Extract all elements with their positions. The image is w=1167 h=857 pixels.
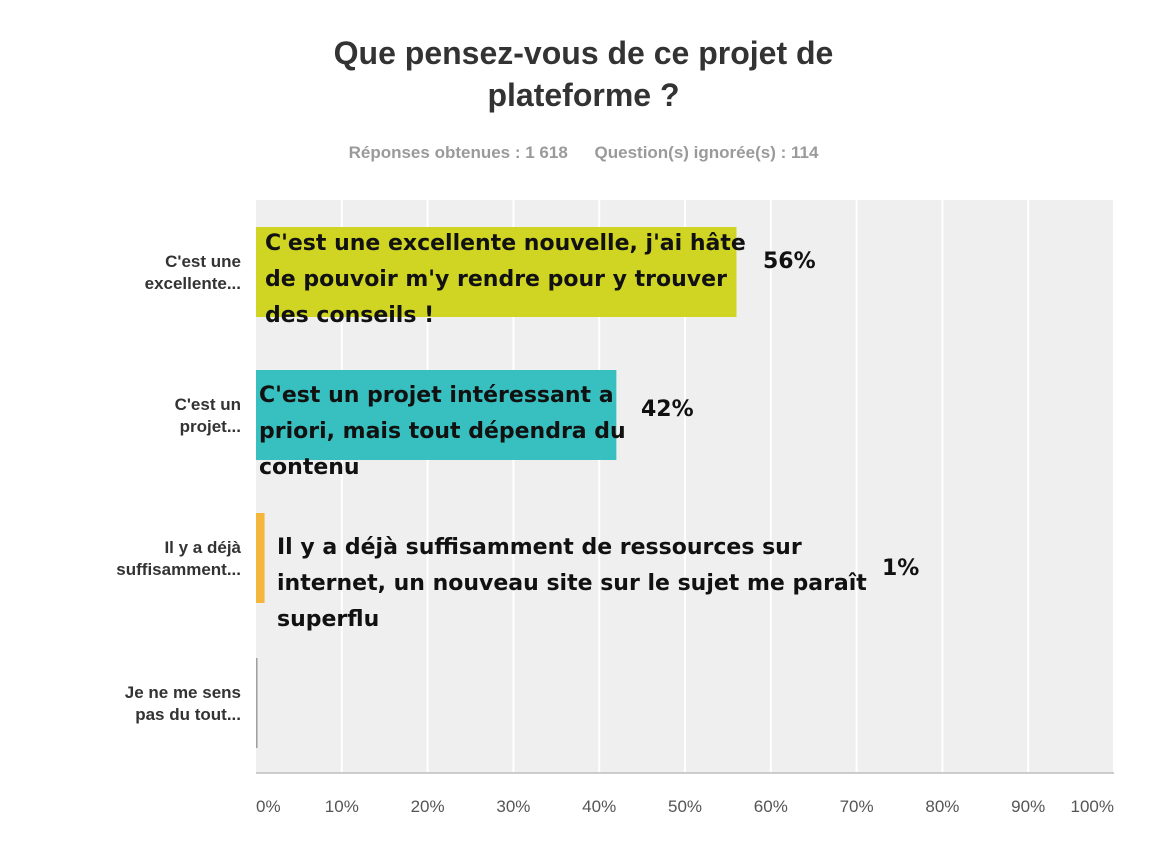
- value-label-3: 1%: [882, 556, 919, 581]
- bar-annotation-3-line-3: superflu: [277, 607, 379, 632]
- bar-annotation-2-line-3: contenu: [259, 455, 360, 480]
- bar-annotation-1-line-2: de pouvoir m'y rendre pour y trouver: [265, 267, 727, 292]
- category-label-3-line-1: Il y a déjà: [164, 538, 241, 557]
- bar-2: [256, 370, 617, 460]
- x-tick-label-20: 20%: [411, 797, 445, 816]
- bar-annotation-2-line-1: C'est un projet intéressant a: [259, 383, 614, 408]
- x-tick-label-100: 100%: [1071, 797, 1114, 816]
- responses-count: Réponses obtenues : 1 618: [348, 143, 568, 162]
- x-tick-label-40: 40%: [582, 797, 616, 816]
- category-label-4-line-2: pas du tout...: [135, 705, 241, 724]
- bar-4: [256, 658, 258, 748]
- x-tick-label-90: 90%: [1011, 797, 1045, 816]
- category-label-1-line-1: C'est une: [165, 252, 241, 271]
- bar-annotation-3-line-1: Il y a déjà suffisamment de ressources s…: [277, 535, 802, 560]
- bar-3: [256, 513, 265, 603]
- x-tick-label-0: 0%: [256, 797, 281, 816]
- x-tick-label-10: 10%: [325, 797, 359, 816]
- category-label-1-line-2: excellente...: [145, 274, 241, 293]
- category-label-2-line-1: C'est un: [175, 395, 241, 414]
- x-tick-label-70: 70%: [840, 797, 874, 816]
- response-stats: Réponses obtenues : 1 618 Question(s) ig…: [0, 143, 1167, 163]
- category-label-3-line-2: suffisamment...: [116, 560, 241, 579]
- skipped-count: Question(s) ignorée(s) : 114: [594, 143, 819, 162]
- chart-title-line-1: Que pensez-vous de ce projet de: [333, 35, 834, 71]
- category-label-2-line-2: projet...: [180, 417, 241, 436]
- bar-annotation-3-line-2: internet, un nouveau site sur le sujet m…: [277, 571, 867, 596]
- chart-title: Que pensez-vous de ce projet de platefor…: [0, 32, 1167, 116]
- category-label-4-line-1: Je ne me sens: [125, 683, 241, 702]
- bar-1: [256, 227, 737, 317]
- x-tick-label-80: 80%: [925, 797, 959, 816]
- x-tick-label-30: 30%: [496, 797, 530, 816]
- chart-title-line-2: plateforme ?: [487, 77, 680, 113]
- value-label-2: 42%: [641, 397, 694, 422]
- x-tick-label-60: 60%: [754, 797, 788, 816]
- bar-annotation-1-line-1: C'est une excellente nouvelle, j'ai hâte: [265, 231, 746, 256]
- bar-annotation-2-line-2: priori, mais tout dépendra du: [259, 419, 626, 444]
- value-label-1: 56%: [763, 249, 816, 274]
- x-tick-label-50: 50%: [668, 797, 702, 816]
- bar-annotation-1-line-3: des conseils !: [265, 303, 434, 328]
